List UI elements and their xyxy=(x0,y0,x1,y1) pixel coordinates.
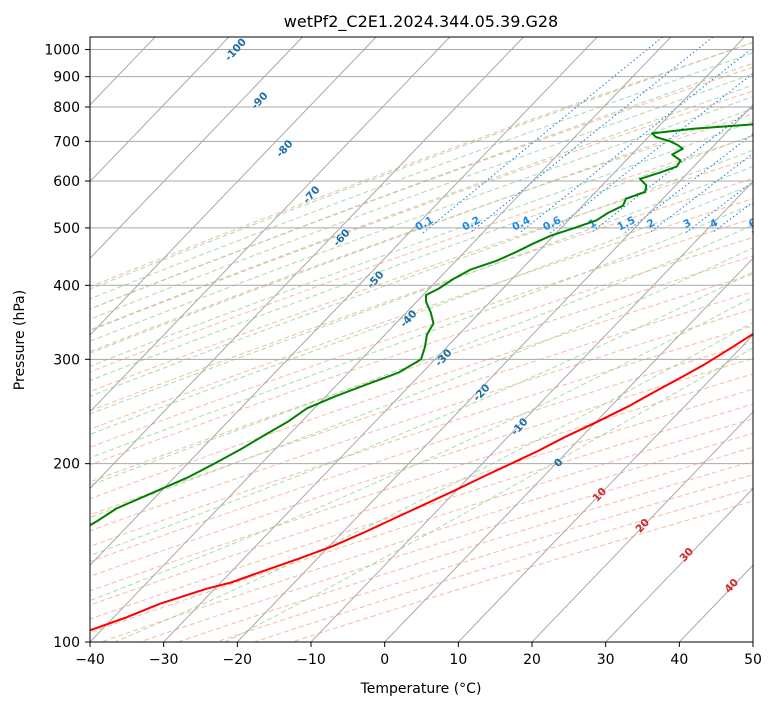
mixing-ratio-label: 6 xyxy=(747,217,759,231)
y-tick-label: 400 xyxy=(53,278,80,294)
isotherm-line xyxy=(90,37,377,336)
x-axis: −40 −30 −20 −10 0 10 20 30 40 50 xyxy=(75,642,762,668)
moist-adiabat-line xyxy=(90,247,753,519)
moist-adiabat-line xyxy=(90,84,753,331)
plot-frame xyxy=(89,36,754,643)
dry-adiabat-line xyxy=(90,341,753,563)
mixing-ratio-line xyxy=(469,37,714,234)
x-tick-label: 30 xyxy=(597,652,615,668)
dry-adiabat-line xyxy=(90,66,753,310)
profile-series xyxy=(90,123,753,632)
y-tick-label: 200 xyxy=(53,457,80,473)
moist-adiabat-line xyxy=(224,347,753,642)
chart-title: wetPf2_C2E1.2024.344.05.39.G28 xyxy=(284,12,558,32)
x-tick-label: −20 xyxy=(223,652,253,668)
dry-adiabat-line xyxy=(90,135,753,373)
isotherm-line xyxy=(310,180,753,642)
y-tick-label: 800 xyxy=(53,100,80,116)
moist-adiabat-line xyxy=(90,62,753,310)
dry-adiabat-line xyxy=(90,177,753,412)
isotherm-line xyxy=(90,37,303,260)
x-axis-label: Temperature (°C) xyxy=(360,681,482,697)
x-tick-label: 20 xyxy=(523,652,541,668)
y-axis: 100 200 300 400 500 600 700 800 900 1000 xyxy=(44,43,90,651)
y-axis-label: Pressure (hPa) xyxy=(12,290,28,390)
moist-adiabat-line xyxy=(90,296,753,602)
y-tick-label: 900 xyxy=(53,70,80,86)
dry-adiabat-line xyxy=(90,357,753,577)
isotherm-line xyxy=(163,37,745,642)
dewpoint-profile-line xyxy=(90,123,753,527)
temperature-profile-line xyxy=(90,332,753,632)
isotherm-line xyxy=(384,257,753,642)
isotherm-line xyxy=(90,37,672,642)
x-tick-label: −30 xyxy=(149,652,179,668)
y-tick-label: 1000 xyxy=(44,43,80,59)
y-tick-label: 300 xyxy=(53,352,80,368)
mixing-ratio-line xyxy=(624,133,753,234)
x-tick-label: 10 xyxy=(449,652,467,668)
x-tick-label: 40 xyxy=(670,652,688,668)
moist-adiabat-line xyxy=(90,95,753,342)
y-tick-label: 700 xyxy=(53,134,80,150)
isotherm-line xyxy=(90,37,451,413)
isotherm-line xyxy=(90,37,598,566)
dry-adiabat-line xyxy=(90,90,753,332)
isotherm-line xyxy=(90,37,230,183)
y-tick-label: 100 xyxy=(53,635,80,651)
isotherm-line xyxy=(457,334,753,642)
y-tick-label: 500 xyxy=(53,221,80,237)
mixing-ratio-line xyxy=(549,72,753,234)
x-tick-label: 0 xyxy=(380,652,389,668)
moist-adiabat-line xyxy=(90,73,753,320)
x-tick-label: 50 xyxy=(744,652,762,668)
x-tick-label: −40 xyxy=(75,652,105,668)
mixing-ratio-line xyxy=(519,47,753,234)
isotherm-line xyxy=(531,411,753,642)
moist-adiabat-line xyxy=(90,134,753,381)
dry-adiabat-line xyxy=(90,42,753,288)
isotherm-line xyxy=(90,37,524,490)
moist-adiabat-line xyxy=(90,52,753,300)
y-tick-label: 600 xyxy=(53,174,80,190)
dry-adiabat-line xyxy=(90,388,753,606)
isotherm-line xyxy=(605,487,753,642)
isotherm-line xyxy=(236,104,753,642)
mixing-ratio-line xyxy=(684,181,753,234)
x-tick-label: −10 xyxy=(296,652,326,668)
dry-adiabat-line xyxy=(90,373,753,592)
